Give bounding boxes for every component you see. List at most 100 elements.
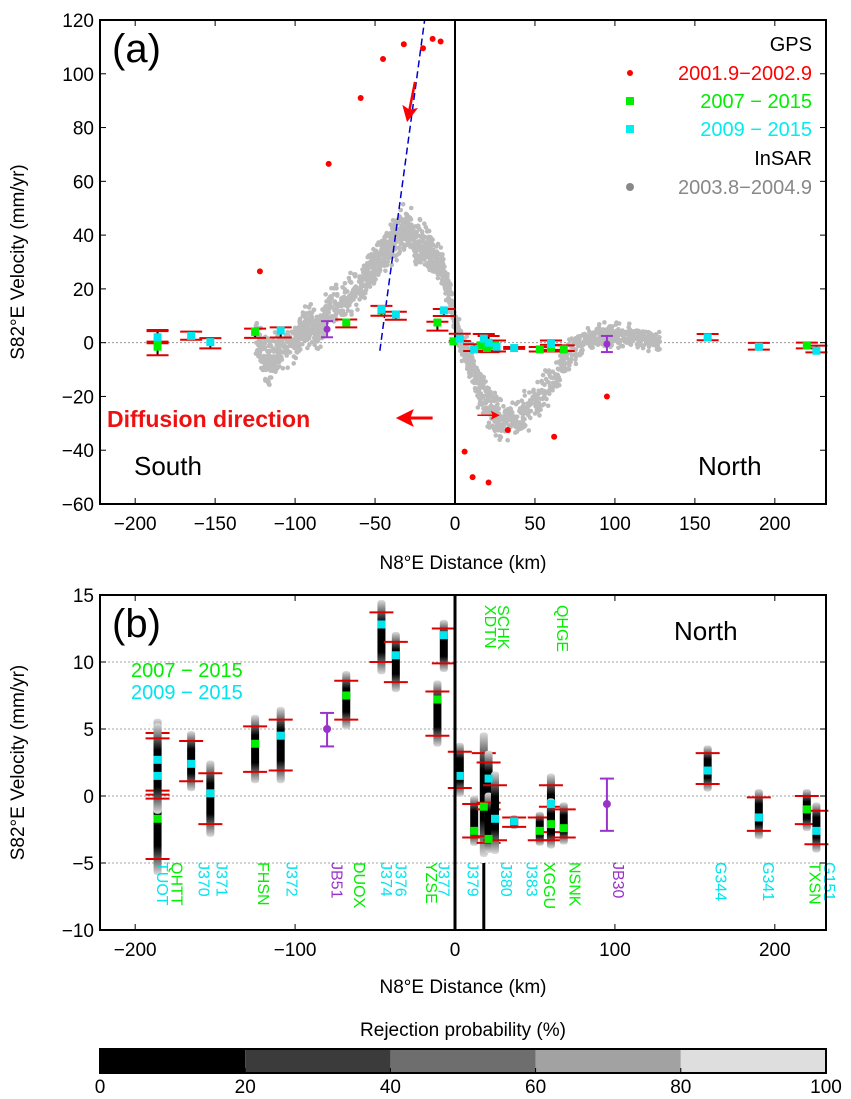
insar-point	[475, 405, 481, 410]
station-label: J380	[497, 862, 514, 897]
y-tick-label: 0	[83, 334, 94, 355]
y-tick-label: 40	[73, 226, 94, 247]
insar-point	[331, 292, 337, 297]
insar-point	[261, 346, 266, 352]
legend-entry: 2003.8−2004.9	[678, 177, 812, 199]
y-tick-label: 60	[73, 172, 94, 193]
gps-2009-marker	[391, 310, 400, 319]
insar-point	[396, 251, 402, 256]
gps-2007-marker	[449, 337, 458, 346]
insar-point	[657, 335, 662, 340]
gps-2009-marker	[455, 334, 464, 343]
x-tick-label: −200	[114, 940, 157, 961]
insar-point	[645, 339, 651, 344]
insar-point	[478, 373, 483, 379]
insar-point	[268, 375, 274, 380]
insar-point	[510, 400, 515, 406]
diffusion-arrow	[395, 408, 433, 427]
insar-point	[307, 333, 313, 338]
arrow-head	[395, 408, 414, 427]
insar-point	[534, 407, 540, 412]
station-marker	[377, 620, 386, 629]
insar-point	[408, 205, 414, 211]
south-label: South	[134, 451, 202, 481]
gps-2001-marker	[504, 427, 511, 434]
panel-label-b: (b)	[112, 602, 161, 646]
insar-point	[372, 272, 378, 278]
gps-2009-marker	[276, 326, 285, 335]
insar-point	[522, 410, 528, 416]
insar-point	[405, 224, 411, 230]
insar-point	[352, 285, 357, 291]
y-tick-label: −40	[62, 441, 94, 462]
insar-point	[346, 300, 351, 306]
insar-point	[656, 329, 662, 335]
legend-entry: 2001.9−2002.9	[678, 63, 812, 85]
insar-point	[650, 339, 655, 345]
insar-point	[406, 214, 411, 219]
insar-point	[484, 406, 490, 412]
insar-point	[333, 282, 339, 288]
insar-point	[302, 322, 307, 328]
arrow-head	[402, 104, 418, 123]
insar-point	[609, 342, 614, 348]
station-marker	[484, 774, 493, 783]
x-tick-label: −100	[274, 514, 317, 535]
colorbar-tick-label: 60	[525, 1077, 546, 1098]
insar-point	[328, 300, 333, 306]
insar-point	[556, 375, 562, 380]
insar-point	[528, 400, 534, 405]
station-label: J372	[283, 862, 300, 897]
station-marker	[455, 771, 464, 780]
insar-point	[628, 342, 634, 348]
insar-point	[502, 415, 507, 421]
insar-point	[486, 420, 492, 426]
insar-point	[518, 425, 523, 431]
insar-point	[597, 328, 603, 334]
station-marker	[206, 789, 215, 798]
insar-point	[566, 367, 572, 372]
insar-point	[543, 376, 549, 382]
insar-point	[303, 312, 308, 318]
station-marker	[439, 631, 448, 640]
y-axis-label: S82°E Velocity (mm/yr)	[8, 164, 29, 360]
station-label: TXSN	[806, 862, 823, 905]
station-label: J374	[377, 862, 394, 897]
insar-point	[253, 323, 259, 329]
insar-point	[413, 235, 418, 240]
insar-point	[267, 382, 272, 387]
y-axis-label: S82°E Velocity (mm/yr)	[8, 665, 29, 861]
insar-point	[366, 253, 372, 258]
insar-point	[348, 270, 353, 276]
x-tick-label: 150	[679, 514, 711, 535]
gps-2007-marker	[153, 337, 162, 346]
insar-point	[348, 292, 354, 298]
insar-point	[263, 364, 268, 370]
y-tick-label: −20	[62, 387, 94, 408]
y-tick-label: −10	[62, 921, 94, 942]
insar-point	[646, 329, 651, 335]
insar-point	[614, 337, 620, 342]
gps-2001-marker	[603, 393, 610, 400]
gps-2001-marker	[429, 35, 436, 42]
insar-point	[302, 304, 308, 309]
fault-arrow	[402, 81, 418, 123]
insar-point	[495, 401, 500, 407]
colorbar-segment	[390, 1049, 536, 1073]
insar-point	[295, 333, 300, 339]
insar-point	[597, 322, 602, 327]
y-tick-label: 100	[62, 65, 94, 86]
insar-point	[333, 308, 338, 314]
insar-point	[552, 382, 557, 387]
insar-point	[256, 338, 262, 344]
insar-point	[331, 286, 337, 291]
insar-point	[582, 331, 588, 337]
legend-entry: 2007 − 2015	[700, 91, 812, 113]
insar-point	[311, 319, 316, 325]
insar-point	[646, 348, 651, 354]
insar-point	[277, 342, 283, 348]
insar-point	[321, 314, 327, 319]
insar-point	[355, 307, 360, 312]
gps-2009-marker	[484, 338, 493, 347]
insar-point	[577, 352, 583, 358]
